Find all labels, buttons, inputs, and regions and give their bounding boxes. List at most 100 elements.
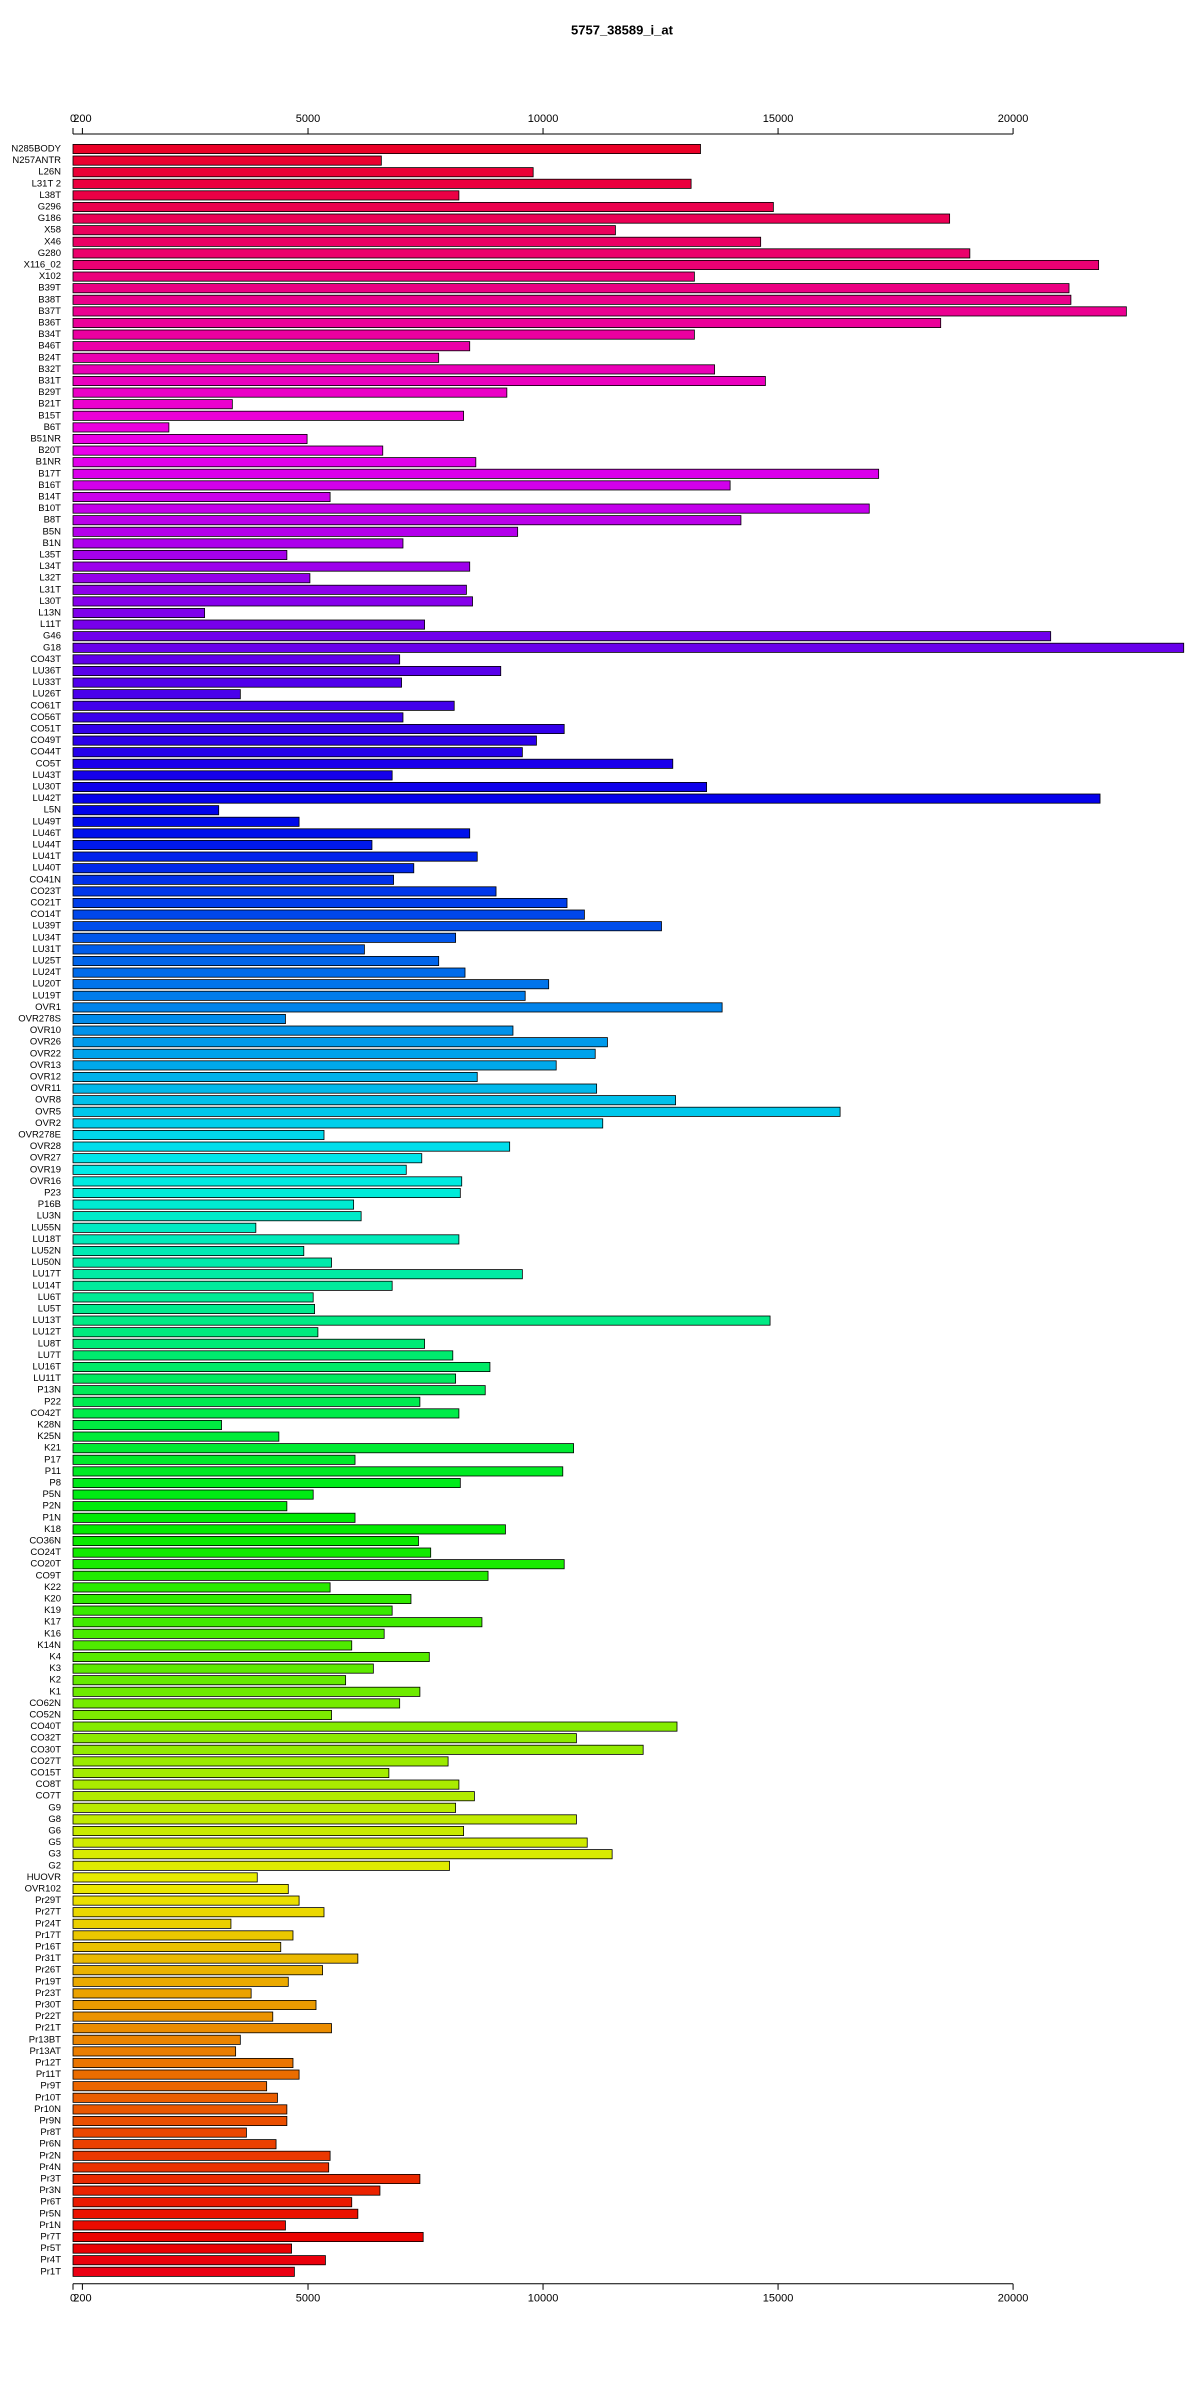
y-tick-label: OVR10 (30, 1025, 61, 1036)
bar (72, 1698, 401, 1709)
bar (72, 1118, 604, 1129)
y-tick-label: X102 (39, 271, 61, 282)
y-tick-label: B17T (38, 468, 61, 479)
bar (72, 840, 373, 851)
y-tick-label: B1NR (36, 457, 61, 468)
y-tick-label: B16T (38, 480, 61, 491)
y-tick-label: Pr8T (40, 2127, 61, 2138)
bar (72, 190, 460, 201)
y-tick-label: Pr16T (35, 1942, 61, 1953)
y-tick-label: LU8T (38, 1338, 61, 1349)
y-tick-label: K16 (44, 1628, 61, 1639)
bar (72, 2185, 381, 2196)
bar (72, 1164, 407, 1175)
bar (72, 2023, 332, 2034)
bar (72, 341, 471, 352)
y-tick-label: G2 (48, 1860, 61, 1871)
y-tick-label: K3 (49, 1663, 61, 1674)
y-tick-label: CO7T (36, 1791, 62, 1802)
bar (72, 874, 394, 885)
bar (72, 1594, 412, 1605)
bar (72, 433, 308, 444)
y-tick-label: Pr4N (39, 2162, 61, 2173)
bar (72, 1408, 460, 1419)
y-tick-label: K1 (49, 1686, 61, 1697)
y-tick-label: OVR11 (31, 1083, 61, 1094)
bar (72, 1489, 314, 1500)
y-tick-label: P1N (43, 1512, 62, 1523)
bar (72, 2173, 421, 2184)
y-tick-label: OVR27 (30, 1153, 61, 1164)
bar (72, 1582, 331, 1593)
y-tick-label: G280 (38, 248, 61, 259)
bar (72, 2069, 300, 2080)
bar (72, 642, 1185, 653)
y-tick-label: OVR5 (35, 1106, 61, 1117)
y-tick-label: L13N (38, 608, 61, 619)
bar (72, 1106, 841, 1117)
bar (72, 1141, 511, 1152)
y-tick-label: CO44T (30, 747, 61, 758)
y-tick-label: L38T (39, 190, 61, 201)
y-tick-label: B31T (38, 376, 61, 387)
bar (72, 1791, 475, 1802)
bar (72, 375, 766, 386)
y-tick-label: Pr9T (40, 2081, 61, 2092)
y-tick-label: Pr7T (40, 2232, 61, 2243)
y-tick-label: X58 (44, 225, 61, 236)
bar (72, 1826, 465, 1837)
x-tick-label: 0 (70, 2293, 76, 2305)
bar (72, 956, 440, 967)
y-tick-label: CO24T (30, 1547, 61, 1558)
bar (72, 1176, 463, 1187)
y-tick-label: B8T (44, 515, 62, 526)
bar (72, 979, 550, 990)
y-tick-label: LU44T (32, 840, 61, 851)
bar (72, 1048, 596, 1059)
y-tick-label: Pr5T (40, 2243, 61, 2254)
x-tick-label: 10000 (528, 113, 559, 125)
bar (72, 1269, 523, 1280)
bar (72, 793, 1101, 804)
bar (72, 1976, 289, 1987)
bar (72, 1663, 374, 1674)
bar (72, 2115, 288, 2126)
bar (72, 735, 537, 746)
y-tick-label: OVR26 (30, 1037, 61, 1048)
y-tick-label: Pr13BT (29, 2034, 61, 2045)
y-tick-label: LU11T (33, 1373, 61, 1384)
bar (72, 1246, 305, 1257)
y-tick-label: G18 (43, 642, 61, 653)
bar (72, 306, 1127, 317)
bar (72, 1153, 423, 1164)
bar (72, 1304, 316, 1315)
bar (72, 712, 404, 723)
bar (72, 1234, 460, 1245)
bar (72, 1014, 286, 1025)
y-tick-label: K25N (37, 1431, 61, 1442)
y-tick-label: G46 (43, 631, 61, 642)
bar (72, 561, 471, 572)
y-tick-label: CO8T (36, 1779, 62, 1790)
y-tick-label: N257ANTR (12, 155, 61, 166)
y-tick-label: L31T 2 (32, 178, 61, 189)
bar (72, 1837, 588, 1848)
y-tick-label: B15T (38, 410, 61, 421)
bar (72, 225, 616, 236)
bar (72, 1466, 564, 1477)
bar (72, 631, 1052, 642)
bar (72, 1872, 258, 1883)
x-tick-label: 0 (70, 113, 76, 125)
bar (72, 2081, 268, 2092)
bar (72, 2139, 277, 2150)
bar (72, 758, 674, 769)
y-tick-label: CO9T (36, 1570, 62, 1581)
bar (72, 352, 440, 363)
bar (72, 248, 971, 259)
bar (72, 1222, 257, 1233)
bar (72, 1327, 319, 1338)
y-tick-label: CO61T (30, 700, 61, 711)
bar (72, 1385, 486, 1396)
y-tick-label: CO27T (30, 1756, 61, 1767)
